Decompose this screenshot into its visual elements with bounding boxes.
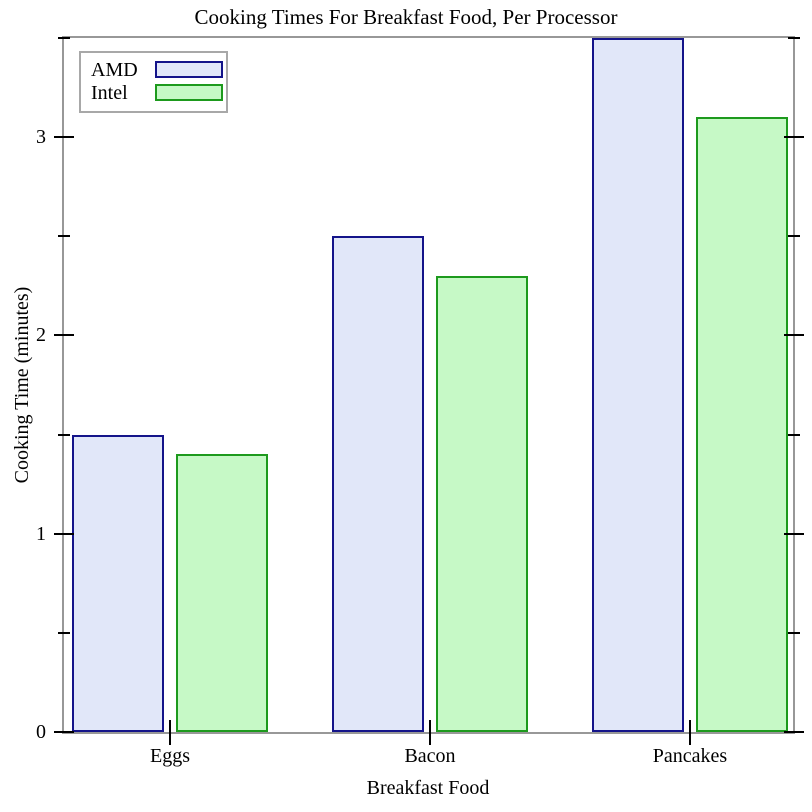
bar-amd-pancakes bbox=[592, 38, 684, 732]
y-tick-minor-right bbox=[788, 631, 800, 634]
x-category-label-eggs: Eggs bbox=[150, 745, 190, 767]
legend-label-amd: AMD bbox=[91, 59, 138, 81]
y-tick-minor-left bbox=[58, 631, 70, 634]
x-tick-eggs bbox=[169, 720, 171, 745]
y-tick-minor-right bbox=[788, 37, 800, 39]
y-tick-label: 3 bbox=[36, 126, 46, 149]
x-category-label-pancakes: Pancakes bbox=[652, 745, 728, 767]
y-tick-minor-left bbox=[58, 433, 70, 436]
bar-intel-eggs bbox=[176, 454, 268, 732]
x-tick-pancakes bbox=[689, 720, 691, 745]
legend: AMD Intel bbox=[79, 51, 228, 113]
x-category-label-bacon: Bacon bbox=[404, 745, 456, 767]
y-tick-minor-left bbox=[58, 37, 70, 39]
bar-amd-eggs bbox=[72, 435, 164, 732]
bar-intel-pancakes bbox=[696, 117, 788, 732]
y-axis-label: Cooking Time (minutes) bbox=[11, 286, 33, 484]
bar-amd-bacon bbox=[332, 236, 424, 732]
y-tick-minor-right bbox=[788, 235, 800, 238]
y-tick-major-right bbox=[784, 731, 804, 733]
legend-swatch-intel bbox=[155, 84, 223, 101]
y-tick-major-right bbox=[784, 334, 804, 337]
x-tick-bacon bbox=[429, 720, 431, 745]
x-axis-label: Breakfast Food bbox=[366, 777, 490, 799]
y-tick-major-right bbox=[784, 532, 804, 535]
legend-label-intel: Intel bbox=[91, 82, 128, 104]
y-tick-major-left bbox=[54, 136, 74, 139]
y-tick-label: 2 bbox=[36, 324, 46, 347]
y-tick-major-left bbox=[54, 532, 74, 535]
y-tick-label: 1 bbox=[36, 522, 46, 545]
y-tick-major-left bbox=[54, 334, 74, 337]
y-tick-major-left bbox=[54, 731, 74, 733]
chart-title: Cooking Times For Breakfast Food, Per Pr… bbox=[194, 5, 618, 29]
y-tick-minor-right bbox=[788, 433, 800, 436]
y-tick-minor-left bbox=[58, 235, 70, 238]
bar-intel-bacon bbox=[436, 276, 528, 732]
y-tick-major-right bbox=[784, 136, 804, 139]
legend-swatch-amd bbox=[155, 61, 223, 78]
y-tick-label: 0 bbox=[36, 721, 46, 743]
plot-area bbox=[62, 36, 795, 734]
